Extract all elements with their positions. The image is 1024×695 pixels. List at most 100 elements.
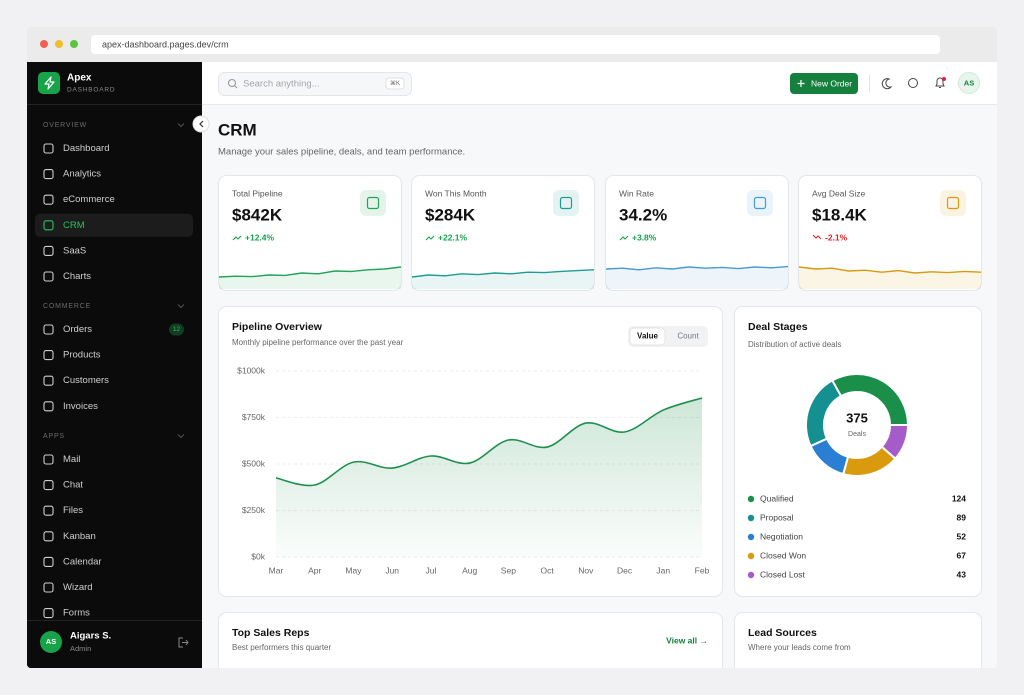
- stat-change: +12.4%: [245, 232, 275, 242]
- card: [605, 175, 789, 291]
- card-link[interactable]: View all →: [666, 635, 708, 645]
- legend-label: Qualified: [760, 493, 794, 503]
- nav-item[interactable]: Kanban: [63, 531, 96, 542]
- new-order-button[interactable]: [790, 73, 858, 94]
- search-placeholder: Search anything...: [243, 79, 320, 90]
- card: [411, 175, 595, 291]
- nav-item[interactable]: Customers: [63, 375, 109, 386]
- card-title: Pipeline Overview: [232, 321, 323, 333]
- page-subtitle: Manage your sales pipeline, deals, and t…: [218, 147, 465, 158]
- nav-item[interactable]: Forms: [63, 608, 90, 619]
- legend-dot: [747, 552, 755, 560]
- x-tick-label: Mar: [269, 565, 284, 575]
- nav-icon: [43, 169, 54, 180]
- legend-value: 67: [957, 550, 967, 560]
- sparkline: [411, 269, 595, 278]
- nav-icon: [43, 505, 54, 516]
- y-tick-label: $250k: [242, 505, 266, 515]
- stat-label: Total Pipeline: [232, 188, 283, 198]
- nav-item[interactable]: Wizard: [63, 582, 93, 593]
- legend-dot: [747, 571, 755, 579]
- card-subtitle: Monthly pipeline performance over the pa…: [232, 338, 404, 347]
- minimize-dot[interactable]: [55, 40, 63, 48]
- nav-icon: [43, 271, 54, 282]
- toggle-active[interactable]: [629, 327, 666, 346]
- palette-icon[interactable]: [908, 78, 918, 88]
- card: [218, 612, 723, 668]
- sparkline-area: [606, 266, 788, 289]
- card-title: Top Sales Reps: [232, 627, 310, 639]
- x-tick-label: Jun: [385, 565, 399, 575]
- user-initials: AS: [46, 637, 56, 646]
- stat-label: Avg Deal Size: [812, 188, 866, 198]
- nav-icon: [43, 194, 54, 205]
- theme-icon[interactable]: [881, 78, 893, 90]
- nav-item[interactable]: Mail: [63, 454, 80, 465]
- nav-item[interactable]: Charts: [63, 271, 91, 282]
- bell-icon[interactable]: [935, 77, 945, 88]
- nav-item[interactable]: Invoices: [63, 401, 98, 412]
- x-tick-label: Feb: [695, 565, 710, 575]
- collapse-button[interactable]: [192, 115, 210, 133]
- nav-item[interactable]: Dashboard: [63, 143, 109, 154]
- nav-item[interactable]: CRM: [63, 220, 85, 231]
- stat-icon: [753, 196, 767, 210]
- card-subtitle: Where your leads come from: [748, 643, 851, 652]
- search-icon-handle: [234, 85, 238, 89]
- nav-item[interactable]: Chat: [63, 480, 83, 491]
- nav-item[interactable]: SaaS: [63, 245, 86, 256]
- maximize-dot[interactable]: [70, 40, 78, 48]
- y-tick-label: $1000k: [237, 365, 266, 375]
- search-box[interactable]: [218, 72, 412, 96]
- x-tick-label: Nov: [578, 565, 594, 575]
- stat-icon: [559, 196, 573, 210]
- x-tick-label: May: [345, 565, 362, 575]
- logout-icon[interactable]: [178, 637, 189, 648]
- section-chevron: [177, 434, 185, 439]
- section-chevron: [177, 123, 185, 128]
- nav-item[interactable]: eCommerce: [63, 194, 115, 205]
- nav-icon: [43, 245, 54, 256]
- y-tick-label: $750k: [242, 412, 266, 422]
- x-tick-label: Jan: [656, 565, 670, 575]
- change-icon: [232, 235, 242, 241]
- stat-change: -2.1%: [825, 232, 848, 242]
- legend-label: Closed Won: [760, 550, 806, 560]
- x-tick-label: Jul: [425, 565, 436, 575]
- sparkline: [798, 266, 982, 274]
- stat-icon: [366, 196, 380, 210]
- card-title: Deal Stages: [748, 321, 808, 333]
- nav-icon: [43, 454, 54, 465]
- top-avatar[interactable]: [958, 72, 980, 94]
- brand-sub: DASHBOARD: [67, 87, 115, 94]
- toggle-option[interactable]: Count: [677, 332, 699, 341]
- x-tick-label: Sep: [501, 565, 516, 575]
- nav-icon: [43, 480, 54, 491]
- nav-icon: [43, 582, 54, 593]
- card-title: Lead Sources: [748, 627, 817, 639]
- nav-item[interactable]: Analytics: [63, 169, 101, 180]
- plus-icon: [797, 80, 805, 87]
- nav-item[interactable]: Orders: [63, 324, 92, 335]
- line-area: [276, 397, 702, 557]
- nav-badge: [169, 323, 184, 336]
- section-title: OVERVIEW: [43, 122, 87, 129]
- nav-item[interactable]: Files: [63, 505, 83, 516]
- bell-dot: [942, 77, 946, 81]
- url-bar[interactable]: [91, 35, 940, 54]
- card-subtitle: Best performers this quarter: [232, 643, 331, 652]
- sparkline-area: [219, 267, 401, 289]
- close-dot[interactable]: [40, 40, 48, 48]
- nav-item[interactable]: Products: [63, 350, 101, 361]
- legend-dot: [747, 514, 755, 522]
- brand-name: Apex: [67, 73, 92, 84]
- toggle-option[interactable]: Value: [637, 332, 658, 341]
- nav-item[interactable]: Calendar: [63, 556, 102, 567]
- brand-icon: [44, 76, 55, 90]
- x-tick-label: Dec: [617, 565, 633, 575]
- change-icon: [619, 235, 629, 241]
- nav-active-bg[interactable]: [35, 213, 193, 237]
- nav-icon: [43, 531, 54, 542]
- donut-total: 375: [846, 410, 868, 425]
